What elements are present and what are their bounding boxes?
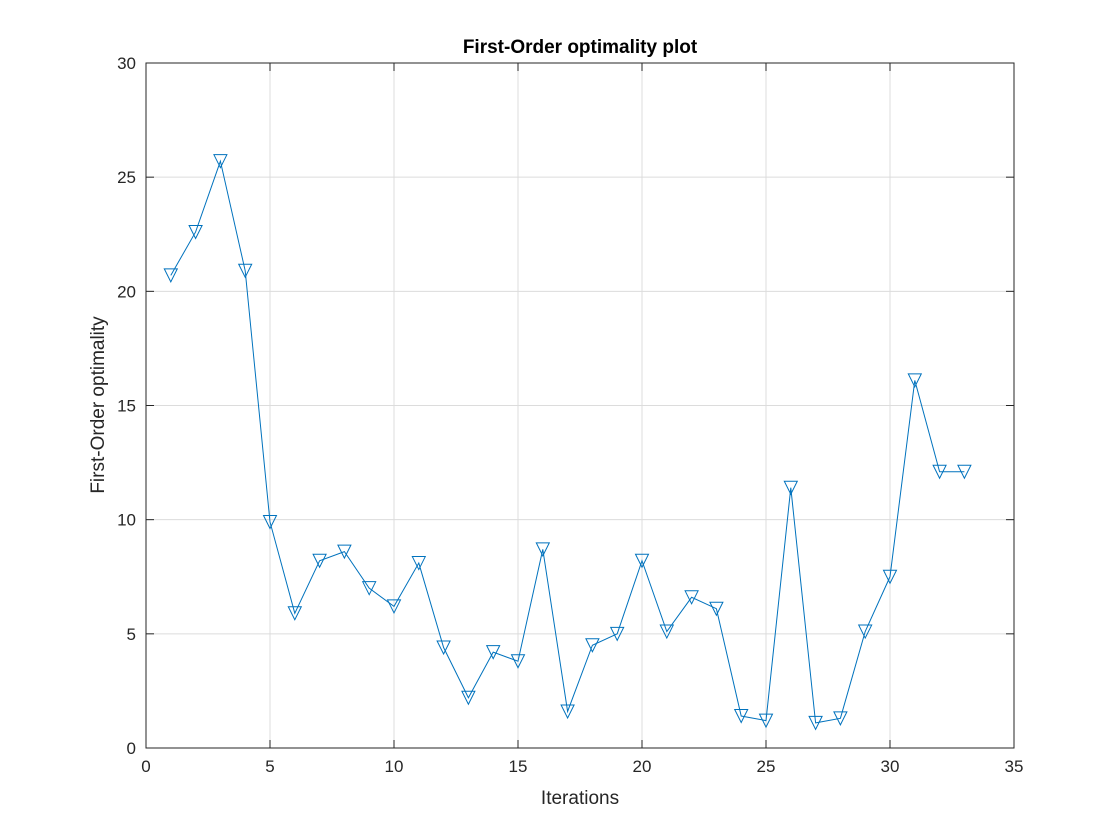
data-point-marker — [287, 606, 303, 621]
data-point-marker — [237, 263, 253, 279]
data-point-marker — [957, 464, 972, 480]
y-tick-label: 25 — [117, 168, 136, 187]
x-axis-label: Iterations — [541, 788, 619, 809]
data-point-marker — [684, 590, 699, 605]
ticks — [145, 62, 1015, 749]
data-point-marker — [361, 581, 377, 596]
y-axis-label: First-Order optimality — [88, 316, 109, 494]
data-point-marker — [535, 542, 551, 557]
data-point-marker — [510, 654, 526, 669]
series-line — [170, 159, 965, 724]
data-point-marker — [485, 645, 501, 660]
data-point-marker — [312, 553, 327, 569]
y-tick-label: 0 — [127, 739, 136, 758]
data-point-marker — [163, 268, 179, 283]
data-point-marker — [411, 556, 427, 571]
y-tick-label: 30 — [117, 54, 136, 73]
chart-title: First-Order optimality plot — [463, 37, 698, 58]
data-point-marker — [188, 224, 203, 240]
data-point-marker — [907, 373, 923, 388]
data-point-marker — [585, 638, 600, 653]
data-point-marker — [659, 624, 675, 640]
x-tick-label: 0 — [141, 757, 150, 776]
data-point-marker — [808, 715, 823, 731]
data-point-marker — [337, 544, 352, 560]
data-point-marker — [783, 480, 799, 496]
x-tick-label: 20 — [633, 757, 652, 776]
y-tick-label: 15 — [117, 397, 136, 416]
data-point-marker — [882, 569, 898, 585]
data-point-marker — [386, 599, 402, 615]
data-point-marker — [733, 709, 749, 724]
x-tick-label: 5 — [265, 757, 274, 776]
x-tick-label: 35 — [1005, 757, 1024, 776]
data-point-marker — [709, 601, 724, 617]
data-point-marker — [609, 626, 625, 642]
series-group — [163, 154, 972, 731]
data-point-marker — [758, 713, 774, 729]
y-tick-label: 20 — [117, 282, 136, 301]
x-tick-label: 30 — [881, 757, 900, 776]
data-point-marker — [833, 711, 848, 726]
data-point-marker — [560, 704, 575, 720]
data-point-marker — [262, 514, 278, 530]
x-tick-label: 15 — [509, 757, 528, 776]
data-point-marker — [213, 154, 228, 169]
data-point-marker — [634, 553, 650, 569]
x-tick-label: 25 — [757, 757, 776, 776]
data-point-marker — [857, 624, 873, 640]
tick-labels: 0 5 10 15 20 25 30 35 0 5 10 15 20 25 30 — [117, 54, 1023, 776]
x-tick-label: 10 — [385, 757, 404, 776]
y-tick-label: 10 — [117, 511, 136, 530]
data-point-marker — [436, 640, 451, 656]
y-tick-label: 5 — [127, 625, 136, 644]
grid — [146, 63, 1014, 748]
data-point-marker — [461, 690, 476, 706]
data-point-marker — [932, 464, 947, 480]
